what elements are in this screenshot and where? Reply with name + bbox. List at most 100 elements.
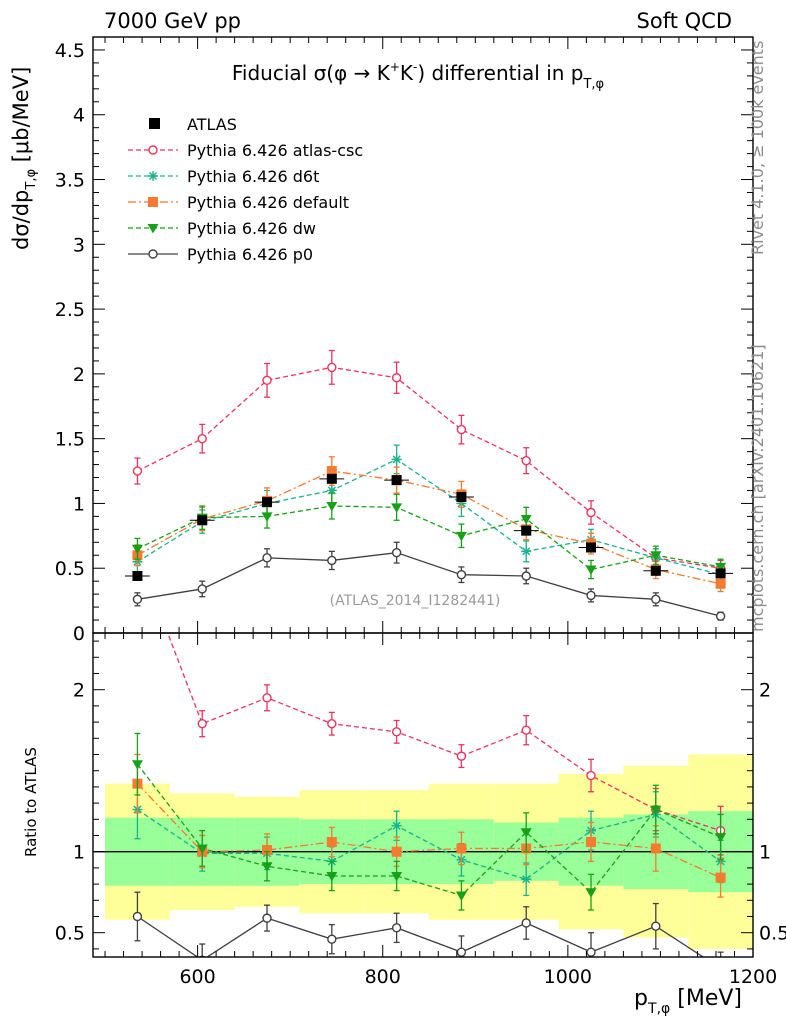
ratio-frame <box>92 632 754 958</box>
ratio-point <box>521 918 531 928</box>
series-point <box>715 611 726 621</box>
mcplots-credit-label: mcplots.cern.ch [arXiv:2401.10621] <box>748 344 767 632</box>
ratio-y-tick-label-right: 2 <box>759 680 771 702</box>
series-line-0 <box>137 366 721 569</box>
data-point <box>262 497 273 508</box>
ratio-point <box>456 947 467 957</box>
series-point <box>261 512 273 522</box>
series-point <box>132 466 143 476</box>
data-point <box>586 542 597 553</box>
legend-label: Pythia 6.426 default <box>187 193 349 212</box>
ratio-y-tick-label-right: 0.5 <box>759 923 786 945</box>
ratio-point <box>391 846 402 857</box>
series-line-3 <box>137 505 721 571</box>
legend-marker <box>147 224 159 234</box>
analysis-watermark: (ATLAS_2014_I1282441) <box>330 593 501 609</box>
ratio-point <box>520 828 532 838</box>
ratio-point <box>521 725 531 735</box>
ratio-point <box>715 872 726 883</box>
data-point <box>715 568 726 579</box>
ratio-y-tick-label-left: 1 <box>73 842 85 864</box>
ratio-point <box>197 719 207 729</box>
plot-title: Fiducial σ(φ → K+K-) differential in pT,… <box>232 60 604 92</box>
series-point <box>521 455 531 466</box>
ratio-point <box>262 845 273 856</box>
x-tick-label: 1000 <box>544 966 592 988</box>
series-point <box>715 578 726 589</box>
series-point <box>197 433 207 444</box>
y-tick-label: 2.5 <box>55 299 85 321</box>
legend-entry-3: Pythia 6.426 dw <box>128 219 316 238</box>
ratio-point <box>651 921 661 931</box>
ratio-point <box>391 727 402 737</box>
header-right: Soft QCD <box>637 9 732 33</box>
ratio-point <box>586 770 596 781</box>
ratio-point <box>262 693 272 703</box>
legend-entry-2: Pythia 6.426 default <box>128 193 349 212</box>
ratio-point <box>326 836 337 847</box>
ratio-point <box>586 836 597 847</box>
data-point <box>197 515 208 526</box>
data-point <box>326 473 337 484</box>
y-tick-label: 3 <box>73 234 85 256</box>
series-point <box>520 514 532 525</box>
x-tick-label: 800 <box>365 966 401 988</box>
series-point <box>262 375 272 386</box>
ratio-panel-series <box>93 633 753 972</box>
series-point <box>131 544 143 555</box>
legend-entry-data: ATLAS <box>149 115 237 134</box>
y-tick-label: 0.5 <box>55 558 85 580</box>
ratio-point <box>650 805 662 816</box>
series-point <box>651 594 661 605</box>
series-point <box>197 584 207 594</box>
data-point <box>521 525 532 536</box>
series-point <box>715 562 727 573</box>
ratio-point <box>327 719 337 729</box>
ratio-series-line-2 <box>136 783 721 879</box>
x-axis-label: pT,φ [MeV] <box>634 986 742 1017</box>
data-point <box>132 570 143 581</box>
series-point <box>455 531 467 542</box>
ratio-point <box>196 844 208 854</box>
legend-entry-1: Pythia 6.426 d6t <box>128 167 319 186</box>
data-point <box>650 565 661 576</box>
y-tick-label: 2 <box>73 364 85 386</box>
series-point <box>391 373 402 383</box>
ratio-y-axis-label: Ratio to ATLAS <box>22 747 40 857</box>
ratio-point <box>585 888 597 898</box>
legend-marker <box>148 249 158 259</box>
ratio-point <box>586 947 596 957</box>
series-point <box>326 485 337 496</box>
series-point <box>326 466 337 477</box>
legend-marker <box>148 197 158 207</box>
series-point <box>327 555 337 566</box>
series-line-4 <box>137 552 721 617</box>
ratio-series-line-3 <box>136 763 721 897</box>
ratio-point <box>131 760 143 770</box>
ratio-point <box>261 862 273 872</box>
ratio-point <box>717 964 725 972</box>
main-panel-series <box>125 349 733 621</box>
x-tick-label: 600 <box>179 966 215 988</box>
legend-marker <box>148 171 158 181</box>
series-point <box>391 454 402 465</box>
ratio-point <box>391 820 402 831</box>
header-left: 7000 GeV pp <box>104 9 241 33</box>
y-tick-label: 4.5 <box>55 40 85 62</box>
legend-label: Pythia 6.426 p0 <box>187 245 313 264</box>
legend-label: Pythia 6.426 dw <box>187 219 316 238</box>
series-line-2 <box>137 470 721 585</box>
ratio-y-tick-label-right: 1 <box>759 842 771 864</box>
ratio-point <box>650 843 661 854</box>
y-tick-label: 1 <box>73 493 85 515</box>
series-line-1 <box>137 458 721 576</box>
legend-marker-data <box>149 118 160 129</box>
series-layer <box>93 349 753 972</box>
series-point <box>456 569 467 580</box>
series-point <box>586 507 596 518</box>
series-point <box>456 424 467 435</box>
series-point <box>521 546 532 557</box>
series-point <box>132 594 143 605</box>
legend-label: Pythia 6.426 atlas-csc <box>187 141 363 160</box>
ratio-series-line-1 <box>137 809 721 880</box>
